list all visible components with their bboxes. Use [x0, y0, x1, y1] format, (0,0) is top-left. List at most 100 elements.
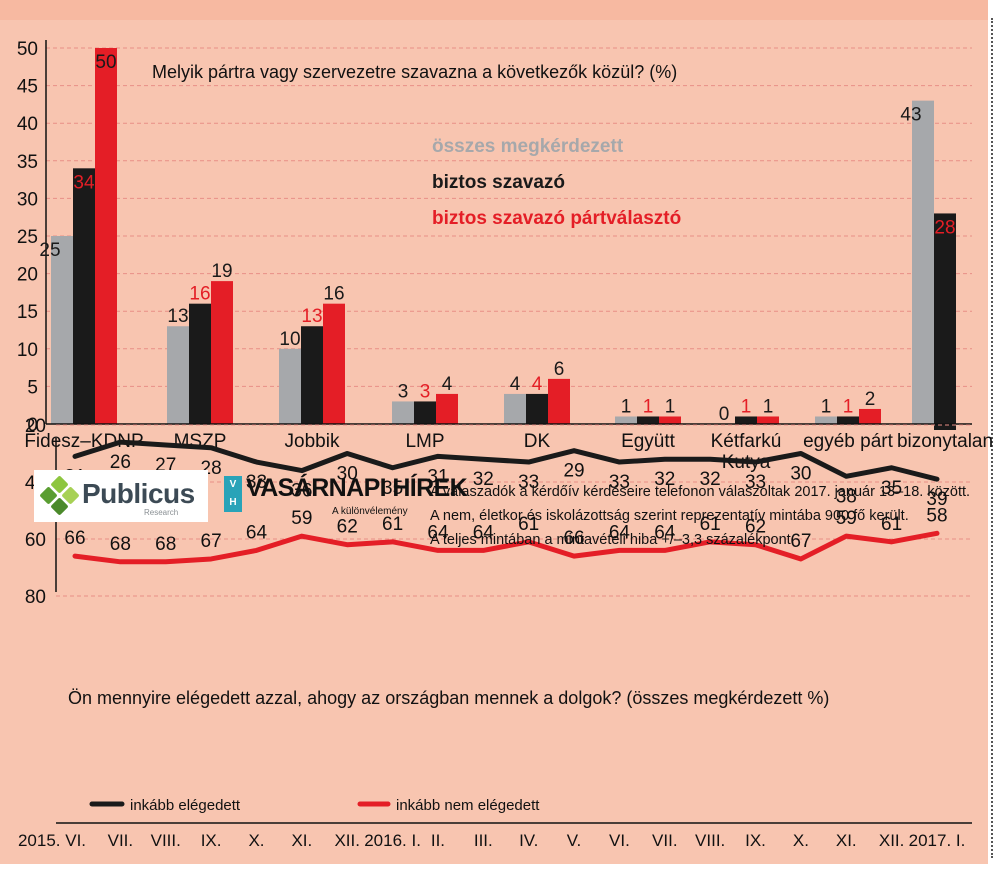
chart-panel — [0, 0, 988, 864]
bar — [735, 416, 757, 424]
note-line-1: A válaszadók a kérdőív kérdéseire telefo… — [430, 484, 971, 500]
bar — [167, 326, 189, 424]
line-x-tick-label: V. — [567, 831, 582, 850]
line-value-label: 61 — [382, 514, 403, 535]
line-chart-title: Ön mennyire elégedett azzal, ahogy az or… — [68, 688, 829, 708]
bar-legend-entry: összes megkérdezett — [432, 136, 624, 157]
bar-y-tick-label: 20 — [17, 265, 38, 286]
bar-y-tick-label: 50 — [17, 39, 38, 60]
line-value-label: 64 — [654, 522, 676, 543]
bar-y-tick-label: 40 — [17, 114, 38, 135]
bar-value-label: 4 — [532, 374, 543, 395]
line-value-label: 38 — [836, 486, 857, 507]
line-series — [72, 530, 940, 565]
line-x-tick-label: X. — [248, 831, 264, 850]
bar-value-label: 1 — [665, 396, 676, 417]
bar-value-label: 50 — [95, 52, 116, 73]
line-value-label: 62 — [337, 517, 358, 538]
bar-y-tick-label: 0 — [27, 415, 38, 436]
bar-category-label: Kétfarkú — [711, 431, 782, 452]
line-value-label: 68 — [110, 534, 131, 555]
bar — [51, 236, 73, 424]
bar — [548, 378, 570, 424]
bar-value-label: 16 — [189, 284, 210, 305]
bar-category-label: Jobbik — [285, 431, 340, 452]
bar-value-label: 4 — [510, 374, 521, 395]
bar-y-tick-label: 10 — [17, 340, 38, 361]
line-value-label: 64 — [246, 522, 268, 543]
bar-category-label: DK — [524, 431, 551, 452]
line-value-label: 61 — [518, 514, 539, 535]
bar — [757, 416, 779, 424]
bar — [637, 416, 659, 424]
line-value-label: 35 — [382, 478, 403, 499]
line-x-tick-label: XI. — [291, 831, 312, 850]
bar — [392, 401, 414, 424]
bar-y-tick-label: 30 — [17, 189, 38, 210]
line-legend-entry: inkább elégedett — [130, 797, 241, 814]
line-x-tick-label: VIII. — [695, 831, 725, 850]
note-line-2: A nem, életkor és iskolázottság szerint … — [430, 508, 909, 524]
line-y-tick-label: 60 — [25, 530, 46, 551]
bar-value-label: 43 — [900, 105, 921, 126]
line-x-tick-label: 2015. VI. — [18, 831, 86, 850]
line-y-tick-label: 20 — [25, 416, 46, 437]
publicus-mark-icon — [39, 475, 80, 516]
line-value-label: 33 — [745, 472, 766, 493]
line-x-tick-label: VI. — [609, 831, 630, 850]
bar-value-label: 25 — [39, 240, 60, 261]
bar — [615, 416, 637, 424]
bar-value-label: 1 — [843, 396, 854, 417]
line-value-label: 59 — [291, 508, 312, 529]
bar-value-label: 6 — [554, 359, 565, 380]
bar-value-label: 1 — [821, 396, 832, 417]
bar-y-tick-label: 25 — [17, 227, 38, 248]
line-value-label: 33 — [518, 472, 539, 493]
line-x-tick-label: XII. — [879, 831, 905, 850]
line-x-tick-label: III. — [474, 831, 493, 850]
vasarnapi-hirek-logo: V H VASÁRNAPI HÍREK A különvélemény — [224, 472, 468, 522]
bar-legend-entry: biztos szavazó pártválasztó — [432, 208, 681, 229]
bar-value-label: 13 — [301, 306, 322, 327]
line-x-tick-label: 2016. I. — [364, 831, 421, 850]
line-x-tick-label: VIII. — [151, 831, 181, 850]
line-value-label: 36 — [291, 481, 312, 502]
bar-chart-title: Melyik pártra vagy szervezetre szavazna … — [152, 62, 677, 82]
bar-y-tick-label: 15 — [17, 302, 38, 323]
bar — [301, 326, 323, 424]
line-x-tick-label: IX. — [201, 831, 222, 850]
line-value-label: 30 — [790, 464, 811, 485]
bar — [95, 48, 117, 424]
line-value-label: 66 — [563, 528, 584, 549]
line-value-label: 35 — [881, 478, 902, 499]
publicus-name: Publicus — [82, 478, 195, 509]
bar-value-label: 3 — [398, 381, 409, 402]
bar-legend-entry: biztos szavazó — [432, 172, 565, 193]
line-value-label: 32 — [654, 469, 675, 490]
bar-y-tick-label: 45 — [17, 77, 38, 98]
line-x-tick-label: XI. — [836, 831, 857, 850]
bar-category-label: LMP — [405, 431, 444, 452]
line-value-label: 62 — [745, 517, 766, 538]
bar-value-label: 4 — [442, 374, 453, 395]
line-value-label: 66 — [64, 528, 85, 549]
bar-extension — [934, 424, 956, 430]
line-value-label: 39 — [926, 489, 947, 510]
bar-value-label: 1 — [643, 396, 654, 417]
line-value-label: 33 — [609, 472, 630, 493]
bar — [323, 303, 345, 424]
vh-badge-top: V — [229, 479, 237, 490]
bar — [837, 416, 859, 424]
bar-value-label: 10 — [279, 329, 300, 350]
bar-y-tick-label: 5 — [27, 377, 38, 398]
bar-value-label: 34 — [73, 172, 95, 193]
top-band — [0, 0, 988, 20]
bar — [526, 393, 548, 424]
bar-value-label: 13 — [167, 306, 188, 327]
line-value-label: 32 — [473, 469, 494, 490]
bar-category-label: egyéb párt — [803, 431, 894, 452]
bar-value-label: 28 — [934, 217, 955, 238]
line-x-tick-label: 2017. I. — [909, 831, 966, 850]
line-value-label: 67 — [790, 531, 811, 552]
